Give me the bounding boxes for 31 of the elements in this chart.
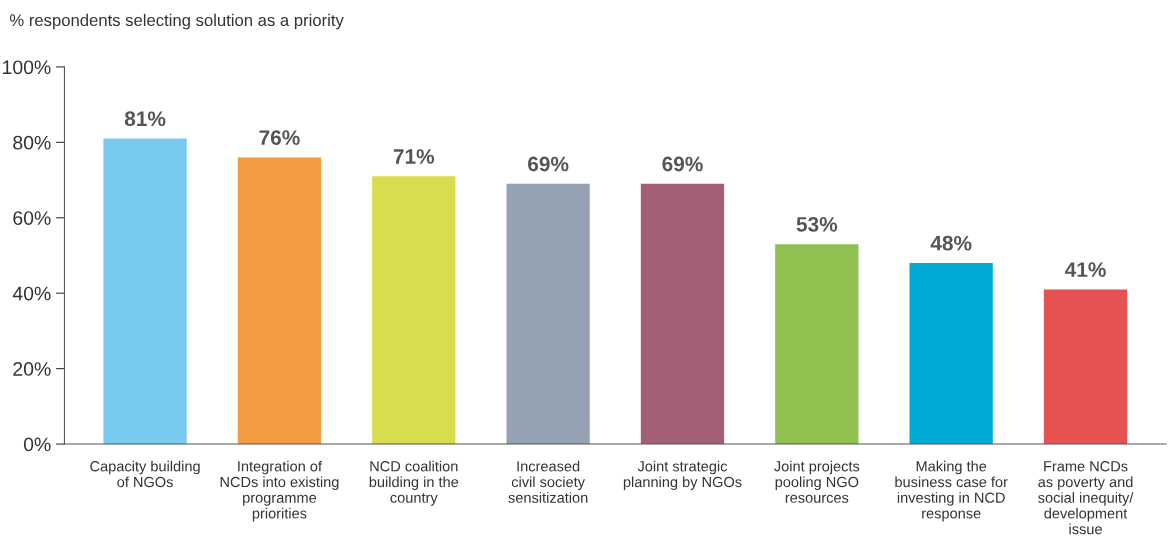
bar [372, 176, 456, 445]
data-label: 41% [1065, 262, 1106, 277]
y-tick-label: 40% [12, 286, 51, 301]
bar [1043, 289, 1128, 445]
x-tick-label: Making the business case for investing in NCD response [895, 460, 1008, 522]
x-tick-label: Capacity building of NGOs [90, 460, 200, 488]
data-label: 76% [259, 130, 300, 145]
bar [909, 263, 993, 445]
y-tick-label: 0% [23, 437, 51, 452]
data-label: 81% [124, 111, 166, 127]
bar [775, 244, 859, 445]
y-tick-label: 20% [13, 362, 51, 376]
bar [103, 138, 187, 445]
bar [237, 157, 322, 445]
x-tick-label: Increased civil society sensitization [508, 460, 588, 503]
data-label: 48% [930, 235, 972, 251]
bar [506, 183, 590, 445]
bar [640, 183, 725, 445]
data-label: 71% [393, 149, 435, 164]
x-tick-label: Joint strategic planning by NGOs [623, 460, 742, 491]
y-tick-label: 100% [3, 60, 51, 75]
data-label: 53% [796, 216, 838, 232]
y-tick-label: 80% [13, 135, 51, 150]
chart-title: % respondents selecting solution as a priority [9, 13, 344, 30]
x-tick-label: NCD coalition building in the country [369, 460, 459, 506]
x-tick-label: Frame NCDs as poverty and social inequity/ development issue [1038, 461, 1134, 535]
x-tick-label: Joint projects pooling NGO resources [774, 460, 860, 503]
x-tick-label: Integration of NCDs into existing programme priorities [220, 460, 339, 522]
data-label: 69% [528, 156, 569, 172]
data-label: 69% [662, 156, 703, 172]
y-tick-label: 60% [13, 211, 51, 226]
